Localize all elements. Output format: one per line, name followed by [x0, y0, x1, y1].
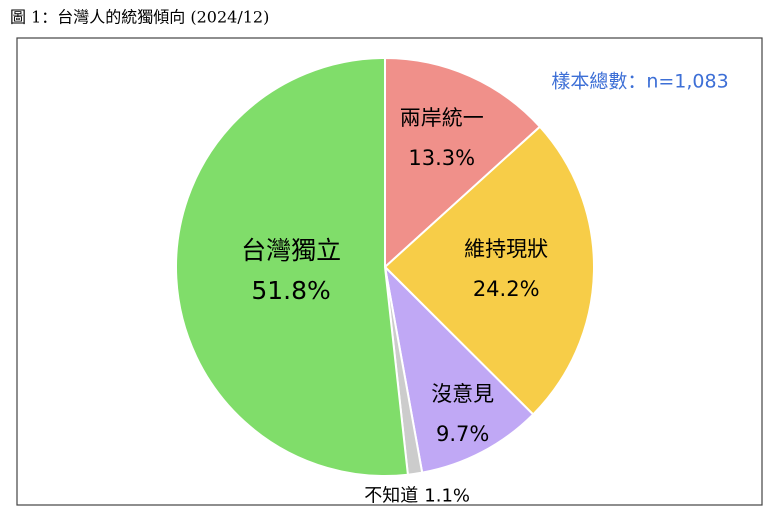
value-label: 1.1%	[424, 485, 470, 506]
value-label: 24.2%	[473, 277, 540, 301]
pie-slice	[383, 125, 595, 416]
chart-title: 圖 1：台灣人的統獨傾向 (2024/12)	[10, 8, 269, 27]
annotation: 樣本總數：n=1,083	[551, 71, 728, 93]
frame	[16, 37, 763, 506]
category-label: 兩岸統一	[400, 106, 484, 130]
category-label: 維持現狀	[464, 237, 548, 261]
slice-label: 不知道 1.1%	[364, 485, 470, 506]
value-label: 13.3%	[408, 146, 475, 170]
pie-slice	[383, 264, 535, 474]
value-label: 51.8%	[251, 276, 330, 305]
category-label: 台灣獨立	[241, 236, 341, 265]
category-label: 沒意見	[431, 382, 494, 406]
category-label: 不知道	[364, 485, 418, 506]
value-label: 9.7%	[436, 422, 489, 446]
pie-slice	[384, 56, 542, 270]
pie-slice	[175, 56, 410, 477]
